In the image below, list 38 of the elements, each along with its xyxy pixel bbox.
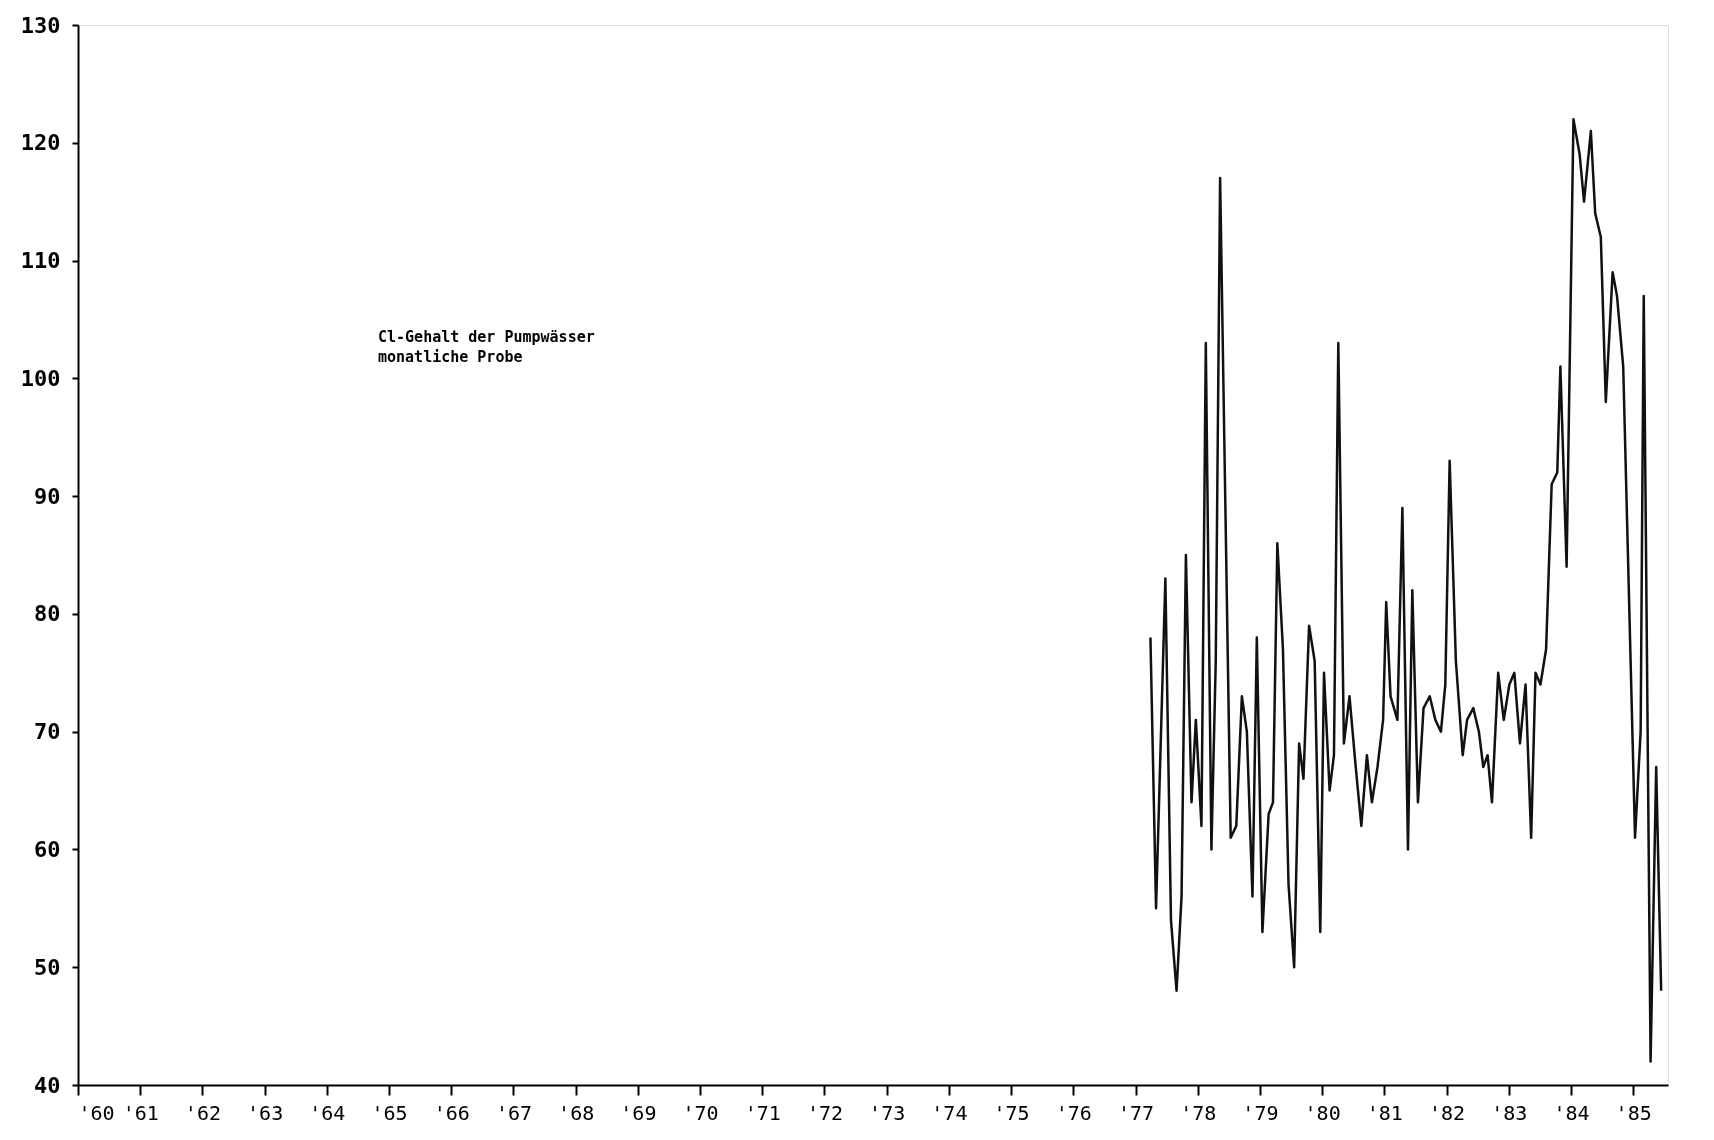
x-tick-label: '75	[993, 1100, 1030, 1125]
x-tick-label: '65	[371, 1100, 408, 1125]
y-tick-label: 120	[20, 130, 61, 156]
x-tick-label: '85	[1615, 1100, 1652, 1125]
x-tick-label: '64	[309, 1100, 346, 1125]
x-tick-label: '67	[495, 1100, 533, 1125]
y-tick-label: 100	[20, 365, 61, 391]
x-tick-label: '81	[1366, 1100, 1403, 1125]
x-tick-label: '61	[122, 1100, 159, 1125]
x-tick-label: '63	[247, 1100, 284, 1125]
y-tick-label: 60	[34, 836, 61, 862]
x-tick-label: '82	[1428, 1100, 1466, 1125]
y-tick-label: 130	[20, 12, 61, 38]
y-tick-label: 90	[34, 483, 61, 509]
y-tick-label: 110	[20, 248, 61, 274]
line-series	[1149, 117, 1663, 1063]
x-tick-label: '66	[433, 1100, 470, 1125]
x-tick-label: '84	[1553, 1100, 1590, 1125]
x-tick-label: '79	[1242, 1100, 1279, 1125]
x-tick-label: '74	[931, 1100, 968, 1125]
x-tick-label: '62	[184, 1100, 221, 1125]
x-tick-label: '80	[1304, 1100, 1341, 1125]
y-tick-label: 40	[34, 1072, 61, 1098]
x-tick-label: '73	[869, 1100, 906, 1125]
y-tick-label: 50	[34, 954, 61, 980]
x-tick-label: '76	[1055, 1100, 1092, 1125]
x-tick-label: '83	[1491, 1100, 1528, 1125]
x-tick-label: '60	[78, 1100, 115, 1125]
x-tick-label: '70	[682, 1100, 719, 1125]
y-tick-label: 70	[34, 719, 61, 745]
x-tick-label: '68	[558, 1100, 595, 1125]
x-tick-label: '69	[620, 1100, 657, 1125]
x-tick-label: '78	[1180, 1100, 1217, 1125]
x-tick-label: '77	[1117, 1100, 1155, 1125]
annotation: Cl-Gehalt der Pumpwässer monatliche Probe	[378, 328, 595, 366]
x-tick-label: '72	[806, 1100, 844, 1125]
y-tick-label: 80	[34, 601, 61, 627]
x-tick-label: '71	[744, 1100, 781, 1125]
